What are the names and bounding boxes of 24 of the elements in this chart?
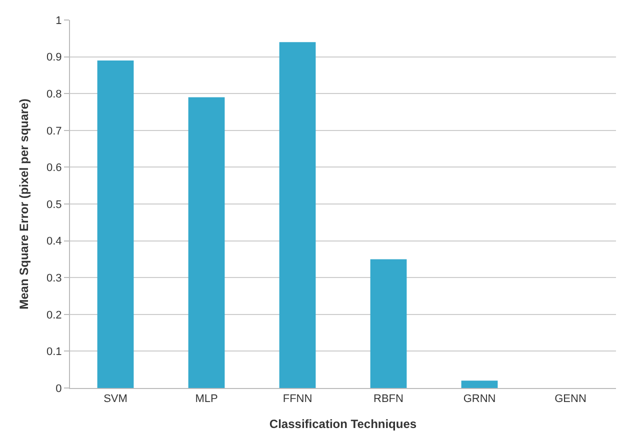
bar <box>97 60 134 388</box>
y-tick-label: 0.3 <box>46 272 62 284</box>
x-tick-label: RBFN <box>374 393 404 406</box>
x-axis-title: Classification Techniques <box>269 417 417 432</box>
y-tick-label: 1 <box>56 14 62 27</box>
x-tick-label: GRNN <box>463 393 496 406</box>
y-tick-label: 0.6 <box>46 162 62 174</box>
y-tick-label: 0.9 <box>46 52 62 64</box>
bar <box>370 259 407 388</box>
x-tick-label: GENN <box>554 393 586 406</box>
bar <box>279 42 316 388</box>
y-axis-title: Mean Square Error (pixel per square) <box>16 98 31 310</box>
x-tick-label: MLP <box>195 393 218 406</box>
x-tick-label: FFNN <box>282 393 312 406</box>
y-tick-label: 0.4 <box>46 236 62 248</box>
bar <box>461 380 498 388</box>
bar <box>188 97 225 388</box>
y-tick-label: 0.2 <box>46 309 62 322</box>
y-tick-label: 0.5 <box>46 198 62 211</box>
y-tick-label: 0 <box>56 382 62 395</box>
y-tick-label: 0.1 <box>46 346 62 358</box>
y-tick-label: 0.7 <box>46 125 62 138</box>
x-tick-label: SVM <box>104 393 128 406</box>
y-tick-label: 0.8 <box>46 88 62 100</box>
